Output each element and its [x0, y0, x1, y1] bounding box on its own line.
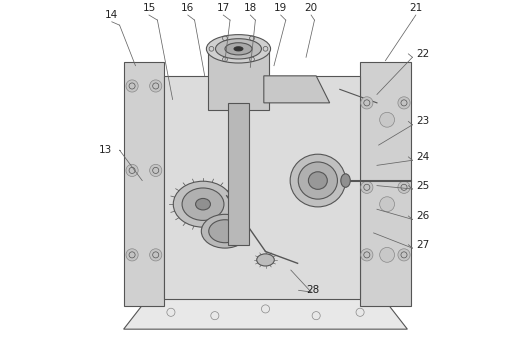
Polygon shape: [208, 49, 269, 109]
Text: 13: 13: [99, 145, 112, 155]
Ellipse shape: [309, 172, 327, 189]
Ellipse shape: [290, 154, 346, 207]
Text: 25: 25: [416, 181, 429, 191]
Ellipse shape: [207, 35, 271, 63]
Text: 23: 23: [416, 116, 429, 126]
Polygon shape: [264, 76, 330, 103]
Circle shape: [150, 80, 162, 92]
Circle shape: [380, 248, 395, 262]
Ellipse shape: [298, 162, 337, 199]
Text: 22: 22: [416, 49, 429, 59]
Circle shape: [398, 249, 410, 261]
Ellipse shape: [216, 39, 261, 59]
Circle shape: [361, 97, 373, 109]
Circle shape: [361, 181, 373, 193]
Circle shape: [126, 80, 138, 92]
Text: 24: 24: [416, 152, 429, 162]
Text: 18: 18: [244, 3, 257, 13]
Circle shape: [361, 249, 373, 261]
Text: 27: 27: [416, 240, 429, 250]
Polygon shape: [164, 76, 360, 299]
Text: 21: 21: [409, 3, 423, 13]
Text: 15: 15: [142, 3, 156, 13]
Ellipse shape: [341, 174, 350, 187]
Ellipse shape: [195, 199, 210, 210]
Circle shape: [150, 249, 162, 261]
Text: 28: 28: [306, 285, 319, 295]
Polygon shape: [124, 299, 407, 329]
Polygon shape: [124, 62, 164, 306]
Circle shape: [380, 197, 395, 211]
Circle shape: [398, 181, 410, 193]
Ellipse shape: [256, 254, 275, 266]
Ellipse shape: [173, 181, 233, 227]
Circle shape: [380, 112, 395, 127]
Polygon shape: [228, 103, 249, 245]
Ellipse shape: [201, 214, 249, 248]
Text: 26: 26: [416, 211, 429, 221]
Circle shape: [126, 249, 138, 261]
Ellipse shape: [234, 47, 243, 51]
Text: 20: 20: [305, 3, 318, 13]
Circle shape: [126, 164, 138, 176]
Circle shape: [150, 164, 162, 176]
Text: 16: 16: [181, 3, 194, 13]
Text: 19: 19: [274, 3, 287, 13]
Text: 14: 14: [105, 10, 118, 20]
Ellipse shape: [225, 43, 252, 55]
Ellipse shape: [209, 220, 241, 243]
Polygon shape: [360, 62, 411, 306]
Circle shape: [398, 97, 410, 109]
Ellipse shape: [182, 188, 224, 220]
Text: 17: 17: [217, 3, 230, 13]
